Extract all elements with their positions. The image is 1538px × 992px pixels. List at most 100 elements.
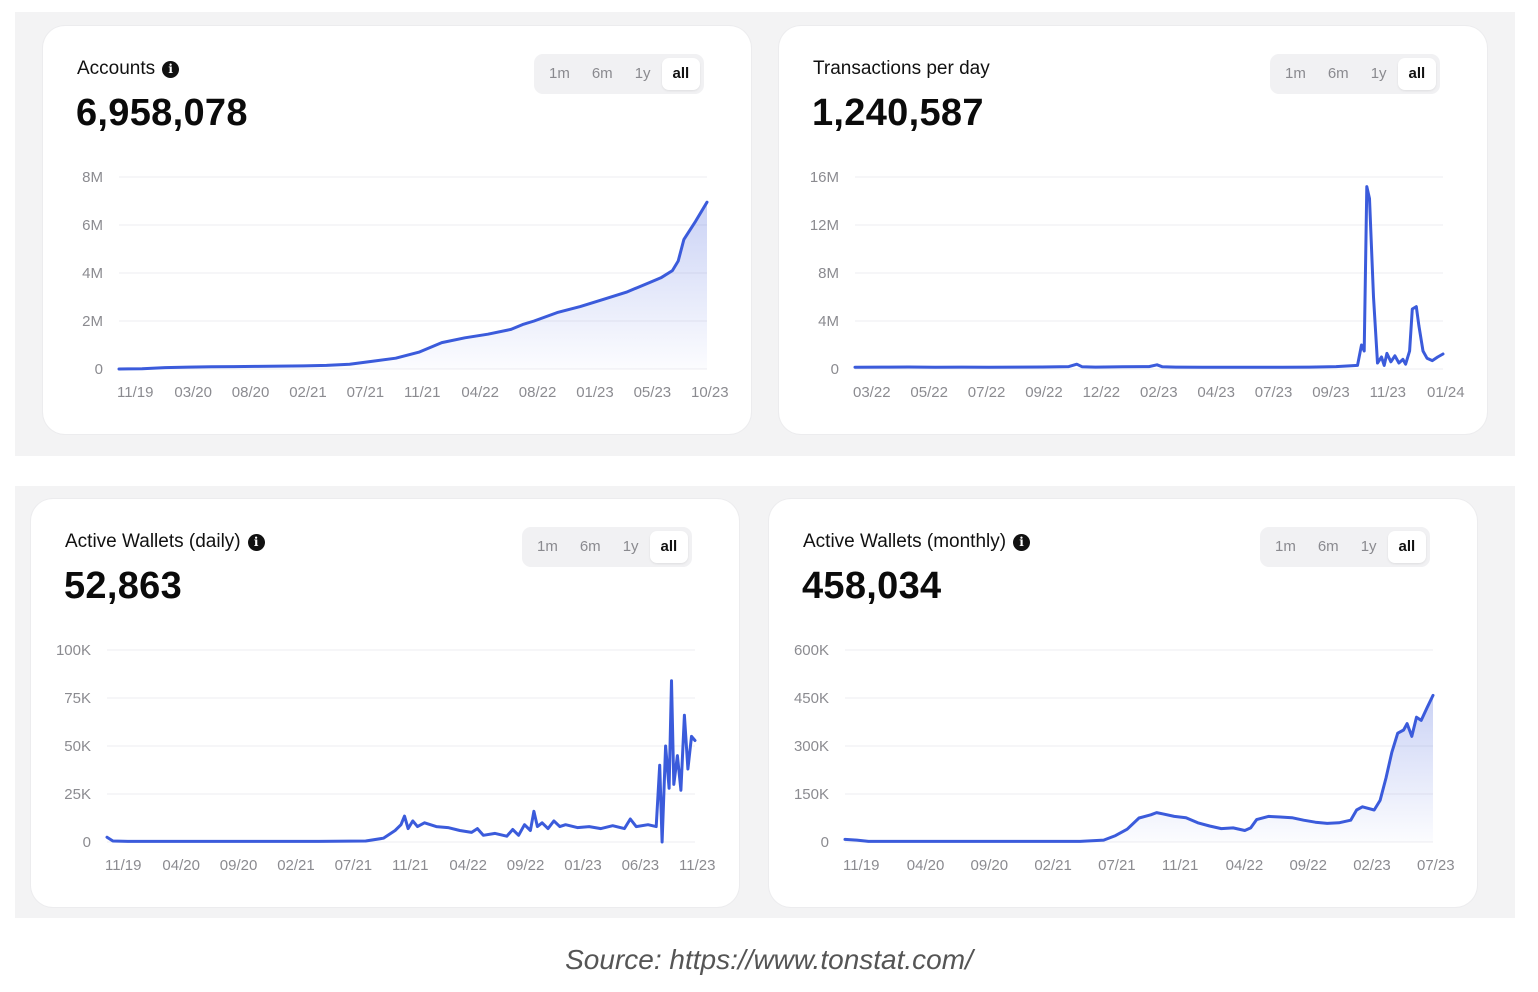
accounts-card: Accounts i 6,958,078 1m 6m 1y all 8M 6M 4M… bbox=[43, 26, 751, 434]
y-tick-label: 4M bbox=[82, 265, 103, 282]
x-tick-label: 04/22 bbox=[461, 384, 499, 401]
x-tick-label: 03/20 bbox=[174, 384, 212, 401]
y-tick-label: 8M bbox=[82, 169, 103, 186]
card-title: Accounts i bbox=[77, 58, 180, 80]
info-icon[interactable]: i bbox=[162, 60, 180, 78]
x-tick-label: 08/20 bbox=[232, 384, 270, 401]
x-tick-label: 06/23 bbox=[622, 857, 660, 874]
range-selector: 1m 6m 1y all bbox=[1270, 54, 1441, 94]
range-1m-button[interactable]: 1m bbox=[1285, 65, 1306, 82]
x-tick-label: 02/21 bbox=[277, 857, 315, 874]
transactions-card: Transactions per day 1,240,587 1m 6m 1y … bbox=[779, 26, 1487, 434]
series-line bbox=[853, 185, 1445, 369]
range-selector: 1m 6m 1y all bbox=[534, 54, 705, 94]
y-tick-label: 300K bbox=[794, 738, 829, 755]
range-6m-button[interactable]: 6m bbox=[591, 65, 613, 82]
card-title-text: Transactions per day bbox=[813, 58, 990, 79]
x-tick-label: 07/21 bbox=[347, 384, 385, 401]
x-tick-label: 10/23 bbox=[691, 384, 729, 401]
x-tick-label: 11/21 bbox=[404, 384, 440, 401]
y-tick-label: 100K bbox=[56, 642, 91, 659]
card-title: Active Wallets (daily) i bbox=[65, 531, 265, 553]
x-tick-label: 11/23 bbox=[679, 857, 715, 874]
info-icon[interactable]: i bbox=[247, 533, 265, 551]
x-tick-label: 05/23 bbox=[634, 384, 672, 401]
range-1y-button[interactable]: 1y bbox=[634, 65, 651, 82]
y-tick-label: 16M bbox=[810, 169, 839, 186]
x-tick-label: 07/21 bbox=[335, 857, 373, 874]
x-tick-label: 11/21 bbox=[392, 857, 428, 874]
x-tick-label: 02/23 bbox=[1353, 857, 1391, 874]
y-tick-label: 0 bbox=[95, 361, 103, 378]
y-tick-label: 150K bbox=[794, 786, 829, 803]
range-6m-button[interactable]: 6m bbox=[1327, 65, 1349, 82]
card-title: Transactions per day bbox=[813, 58, 990, 80]
x-tick-label: 02/21 bbox=[1034, 857, 1072, 874]
info-icon[interactable]: i bbox=[1013, 533, 1031, 551]
x-tick-label: 04/23 bbox=[1197, 384, 1235, 401]
active-wallets-daily-chart: 100K 75K 50K 25K 0 11/19 04/20 09/20 02/21 07/21 1… bbox=[56, 642, 715, 874]
x-tick-label: 09/22 bbox=[1289, 857, 1327, 874]
x-tick-label: 07/21 bbox=[1098, 857, 1136, 874]
card-value: 1,240,587 bbox=[812, 92, 984, 134]
y-tick-label: 25K bbox=[64, 786, 91, 803]
range-1m-button[interactable]: 1m bbox=[537, 538, 558, 555]
range-selector: 1m 6m 1y all bbox=[522, 527, 693, 567]
card-title-text: Accounts bbox=[77, 58, 156, 79]
series-area bbox=[845, 695, 1433, 842]
x-tick-label: 08/22 bbox=[519, 384, 557, 401]
x-tick-label: 07/23 bbox=[1417, 857, 1455, 874]
y-tick-label: 0 bbox=[83, 834, 91, 851]
range-all-button[interactable]: all bbox=[661, 58, 701, 90]
y-tick-label: 4M bbox=[818, 313, 839, 330]
x-tick-label: 01/23 bbox=[576, 384, 614, 401]
x-tick-label: 11/19 bbox=[117, 384, 153, 401]
x-tick-label: 09/22 bbox=[1025, 384, 1063, 401]
series-line bbox=[117, 200, 709, 371]
x-tick-label: 03/22 bbox=[853, 384, 891, 401]
x-tick-label: 01/24 bbox=[1427, 384, 1465, 401]
accounts-chart: 8M 6M 4M 2M 0 11/19 03/20 08/20 02/21 07/21 11/21 0… bbox=[82, 169, 729, 401]
range-1y-button[interactable]: 1y bbox=[622, 538, 639, 555]
y-tick-label: 0 bbox=[821, 834, 829, 851]
y-tick-label: 8M bbox=[818, 265, 839, 282]
range-6m-button[interactable]: 6m bbox=[579, 538, 601, 555]
x-tick-label: 04/20 bbox=[907, 857, 945, 874]
x-tick-label: 11/21 bbox=[1162, 857, 1198, 874]
range-1m-button[interactable]: 1m bbox=[549, 65, 570, 82]
range-1y-button[interactable]: 1y bbox=[1360, 538, 1377, 555]
x-tick-label: 07/22 bbox=[968, 384, 1006, 401]
x-tick-label: 11/23 bbox=[1370, 384, 1406, 401]
x-tick-label: 12/22 bbox=[1083, 384, 1121, 401]
y-tick-label: 12M bbox=[810, 217, 839, 234]
card-value: 6,958,078 bbox=[76, 92, 248, 134]
range-all-button[interactable]: all bbox=[1387, 531, 1427, 563]
x-tick-label: 04/22 bbox=[449, 857, 487, 874]
x-tick-label: 11/19 bbox=[843, 857, 879, 874]
card-value: 458,034 bbox=[802, 565, 942, 607]
y-tick-label: 0 bbox=[831, 361, 839, 378]
card-title-text: Active Wallets (daily) bbox=[65, 531, 241, 552]
range-1y-button[interactable]: 1y bbox=[1370, 65, 1387, 82]
range-6m-button[interactable]: 6m bbox=[1317, 538, 1339, 555]
x-tick-label: 09/22 bbox=[507, 857, 545, 874]
active-wallets-monthly-chart: 600K 450K 300K 150K 0 11/19 04/20 09/20 02/21 07/… bbox=[794, 642, 1455, 874]
x-tick-label: 01/23 bbox=[564, 857, 602, 874]
x-tick-label: 02/21 bbox=[289, 384, 327, 401]
transactions-chart: 16M 12M 8M 4M 0 03/22 05/22 07/22 09/22 12/22 02/2… bbox=[810, 169, 1465, 401]
card-title-text: Active Wallets (monthly) bbox=[803, 531, 1007, 552]
y-tick-label: 6M bbox=[82, 217, 103, 234]
active-wallets-monthly-card: Active Wallets (monthly) i 458,034 1m 6m… bbox=[769, 499, 1477, 907]
x-tick-label: 04/20 bbox=[162, 857, 200, 874]
range-selector: 1m 6m 1y all bbox=[1260, 527, 1431, 567]
range-all-button[interactable]: all bbox=[1397, 58, 1437, 90]
y-tick-label: 50K bbox=[64, 738, 91, 755]
range-1m-button[interactable]: 1m bbox=[1275, 538, 1296, 555]
range-all-button[interactable]: all bbox=[649, 531, 689, 563]
source-caption: Source: https://www.tonstat.com/ bbox=[565, 944, 973, 975]
y-tick-label: 450K bbox=[794, 690, 829, 707]
x-tick-label: 02/23 bbox=[1140, 384, 1178, 401]
x-tick-label: 09/20 bbox=[971, 857, 1009, 874]
card-title: Active Wallets (monthly) i bbox=[803, 531, 1031, 553]
active-wallets-daily-card: Active Wallets (daily) i 52,863 1m 6m 1y… bbox=[31, 499, 739, 907]
